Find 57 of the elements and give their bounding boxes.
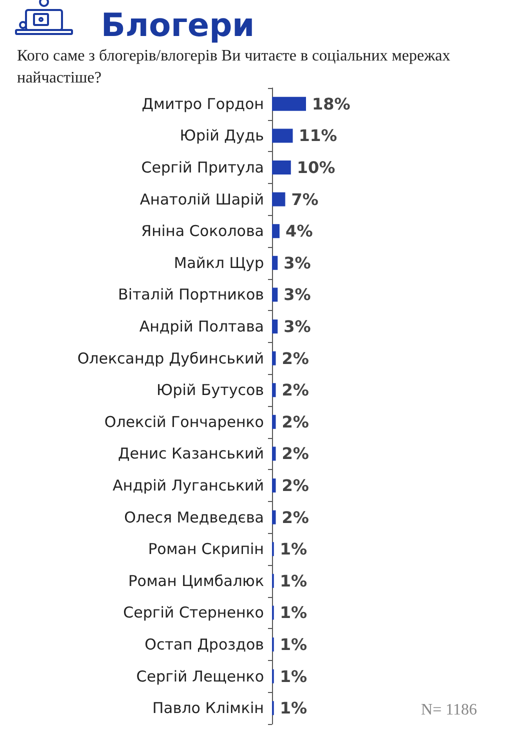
data-label: 3% [284, 317, 311, 336]
data-label: 1% [280, 540, 308, 559]
data-label: 1% [280, 571, 308, 590]
data-label: 1% [280, 603, 308, 622]
y-tick-label: Олексій Гончаренко [104, 412, 264, 431]
data-label: 18% [312, 94, 350, 114]
bar [272, 320, 278, 334]
bar [272, 160, 291, 174]
y-tick-label: Майкл Щур [174, 254, 264, 272]
bar [272, 256, 278, 270]
data-label: 1% [280, 698, 308, 718]
y-tick-label: Дмитро Гордон [142, 94, 264, 113]
data-label: 7% [291, 190, 318, 209]
data-label: 3% [284, 253, 311, 272]
data-label: 1% [280, 666, 308, 686]
data-label: 2% [282, 380, 309, 400]
y-tick-label: Юрій Бутусов [156, 381, 264, 400]
data-label: 2% [282, 444, 309, 464]
bar [272, 224, 280, 238]
y-tick-label: Сергій Притула [141, 158, 264, 176]
bar [272, 192, 286, 206]
data-label: 2% [282, 476, 309, 495]
bar [272, 383, 276, 398]
y-tick-label: Анатолій Шарій [140, 190, 264, 208]
y-tick-label: Юрій Дудь [180, 126, 264, 145]
bar [272, 128, 293, 143]
y-tick-label: Яніна Соколова [141, 222, 264, 240]
bar [272, 351, 276, 366]
bar [272, 446, 276, 461]
bar [272, 96, 306, 111]
y-tick-label: Олеся Медведєва [124, 508, 264, 526]
y-tick-label: Сергій Стерненко [123, 604, 264, 622]
bar [272, 478, 276, 492]
text: N= 1186 [421, 702, 477, 718]
data-label: 10% [296, 158, 336, 177]
y-tick-label: Олександр Дубинський [77, 349, 264, 368]
data-label: 2% [282, 508, 309, 527]
data-label: 11% [298, 126, 338, 146]
y-tick-label: Остап Дроздов [144, 636, 264, 654]
y-tick-label: Роман Цимбалюк [128, 572, 264, 590]
data-label: 3% [284, 285, 311, 304]
data-label: 2% [282, 348, 309, 368]
y-tick-label: Денис Казанський [118, 444, 264, 463]
y-tick-label: Андрій Полтава [139, 318, 264, 336]
data-label: 2% [282, 412, 309, 432]
y-tick-label: Віталій Портников [118, 286, 264, 304]
bar [272, 510, 276, 524]
y-tick-label: Сергій Лещенко [136, 667, 264, 686]
data-label: 1% [280, 635, 308, 654]
chart-title: Блогери [101, 6, 255, 44]
y-tick-label: Роман Скрипін [148, 540, 264, 558]
data-label: 4% [286, 222, 313, 241]
bar [272, 414, 276, 429]
chart-subtitle: Кого саме з блогерів/влогерів Ви читаєте в соціальних мережах найчастіше? [17, 48, 450, 86]
bar [272, 288, 278, 302]
y-tick-label: Андрій Луганський [112, 476, 264, 494]
y-tick-label: Павло Клімкін [152, 699, 264, 718]
